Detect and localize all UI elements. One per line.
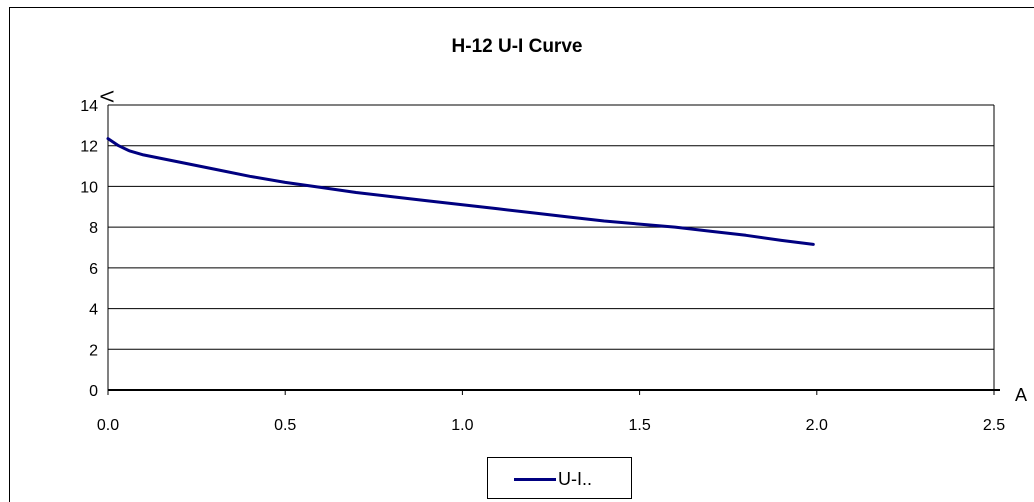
axes (107, 105, 1000, 395)
legend-line-sample (514, 478, 556, 481)
y-tick-labels: 0 2 4 6 8 10 12 14 (80, 98, 98, 400)
x-tick-labels: 0.0 0.5 1.0 1.5 2.0 2.5 (97, 417, 1005, 434)
y-tick-label: 2 (89, 342, 98, 359)
x-tick-label: 1.0 (451, 417, 473, 434)
y-tick-label: 8 (89, 220, 98, 237)
x-axis-label: A (1015, 385, 1028, 405)
chart-title: H-12 U-I Curve (451, 36, 583, 57)
y-tick-label: 12 (80, 139, 98, 156)
y-tick-label: 0 (89, 383, 98, 400)
x-tick-label: 0.0 (97, 417, 119, 434)
y-axis-label: V (96, 90, 117, 103)
series-line-0 (106, 137, 815, 246)
gridlines (108, 104, 994, 350)
x-tick-label: 2.5 (983, 417, 1005, 434)
x-tick-label: 1.5 (628, 417, 650, 434)
chart-frame (9, 7, 1034, 502)
legend: U-I.. (487, 457, 632, 499)
y-tick-label: 4 (89, 302, 98, 319)
y-tick-label: 6 (89, 261, 98, 278)
legend-label: U-I.. (558, 469, 592, 489)
y-tick-label: 10 (80, 179, 98, 196)
x-tick-label: 2.0 (806, 417, 828, 434)
y-tick-label: 14 (80, 98, 98, 115)
series-layer (106, 137, 815, 246)
x-tick-label: 0.5 (274, 417, 296, 434)
